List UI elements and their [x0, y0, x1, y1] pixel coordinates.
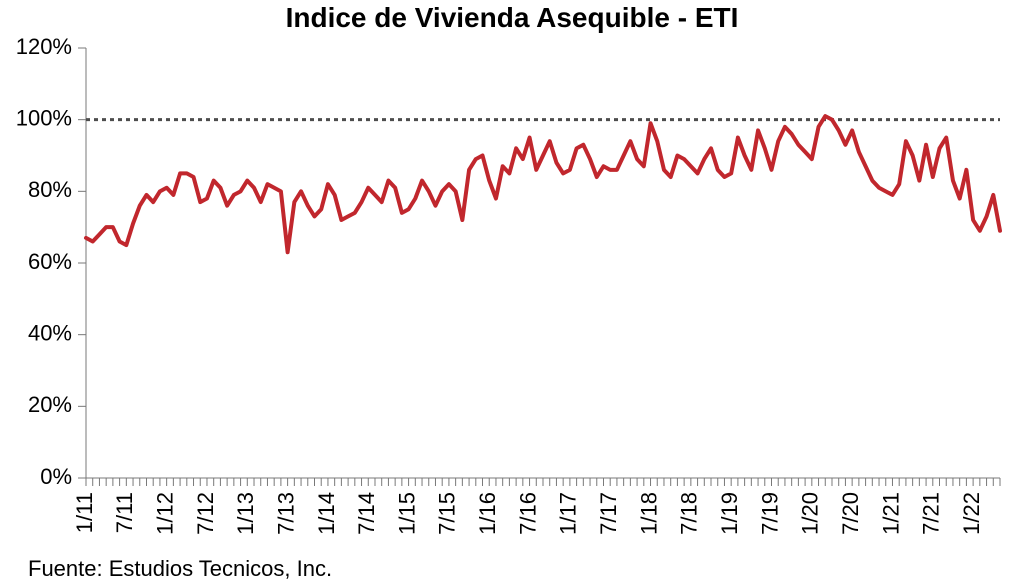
- x-tick-label: 7/17: [596, 492, 621, 535]
- x-tick-label: 7/12: [193, 492, 218, 535]
- y-tick-label: 120%: [16, 34, 72, 59]
- x-tick-label: 7/16: [515, 492, 540, 535]
- x-tick-label: 1/18: [636, 492, 661, 535]
- x-tick-label: 7/21: [919, 492, 944, 535]
- y-tick-label: 0%: [40, 464, 72, 489]
- x-tick-label: 1/13: [233, 492, 258, 535]
- x-tick-label: 7/11: [112, 492, 137, 533]
- x-tick-label: 1/19: [717, 492, 742, 535]
- x-tick-label: 1/22: [959, 492, 984, 535]
- y-tick-label: 20%: [28, 392, 72, 417]
- chart-source: Fuente: Estudios Tecnicos, Inc.: [28, 556, 332, 582]
- x-tick-label: 1/21: [878, 492, 903, 535]
- x-tick-label: 1/15: [394, 492, 419, 535]
- line-chart: 0%20%40%60%80%100%120%1/117/111/127/121/…: [86, 48, 1000, 478]
- chart-svg: 0%20%40%60%80%100%120%1/117/111/127/121/…: [86, 48, 1000, 478]
- x-tick-label: 1/17: [556, 492, 581, 535]
- x-tick-label: 7/20: [838, 492, 863, 535]
- x-tick-label: 1/14: [314, 492, 339, 535]
- page: Indice de Vivienda Asequible - ETI 0%20%…: [0, 0, 1024, 575]
- x-tick-label: 7/13: [273, 492, 298, 535]
- y-tick-label: 60%: [28, 249, 72, 274]
- y-tick-label: 40%: [28, 320, 72, 345]
- x-tick-label: 7/15: [435, 492, 460, 535]
- series-line: [86, 116, 1000, 252]
- x-tick-label: 1/16: [475, 492, 500, 535]
- x-tick-label: 1/11: [72, 492, 97, 533]
- chart-title: Indice de Vivienda Asequible - ETI: [0, 2, 1024, 34]
- x-tick-label: 7/19: [757, 492, 782, 535]
- x-tick-label: 7/18: [677, 492, 702, 535]
- x-tick-label: 1/12: [152, 492, 177, 535]
- y-tick-label: 80%: [28, 177, 72, 202]
- x-tick-label: 7/14: [354, 492, 379, 535]
- x-tick-label: 1/20: [798, 492, 823, 535]
- y-tick-label: 100%: [16, 105, 72, 130]
